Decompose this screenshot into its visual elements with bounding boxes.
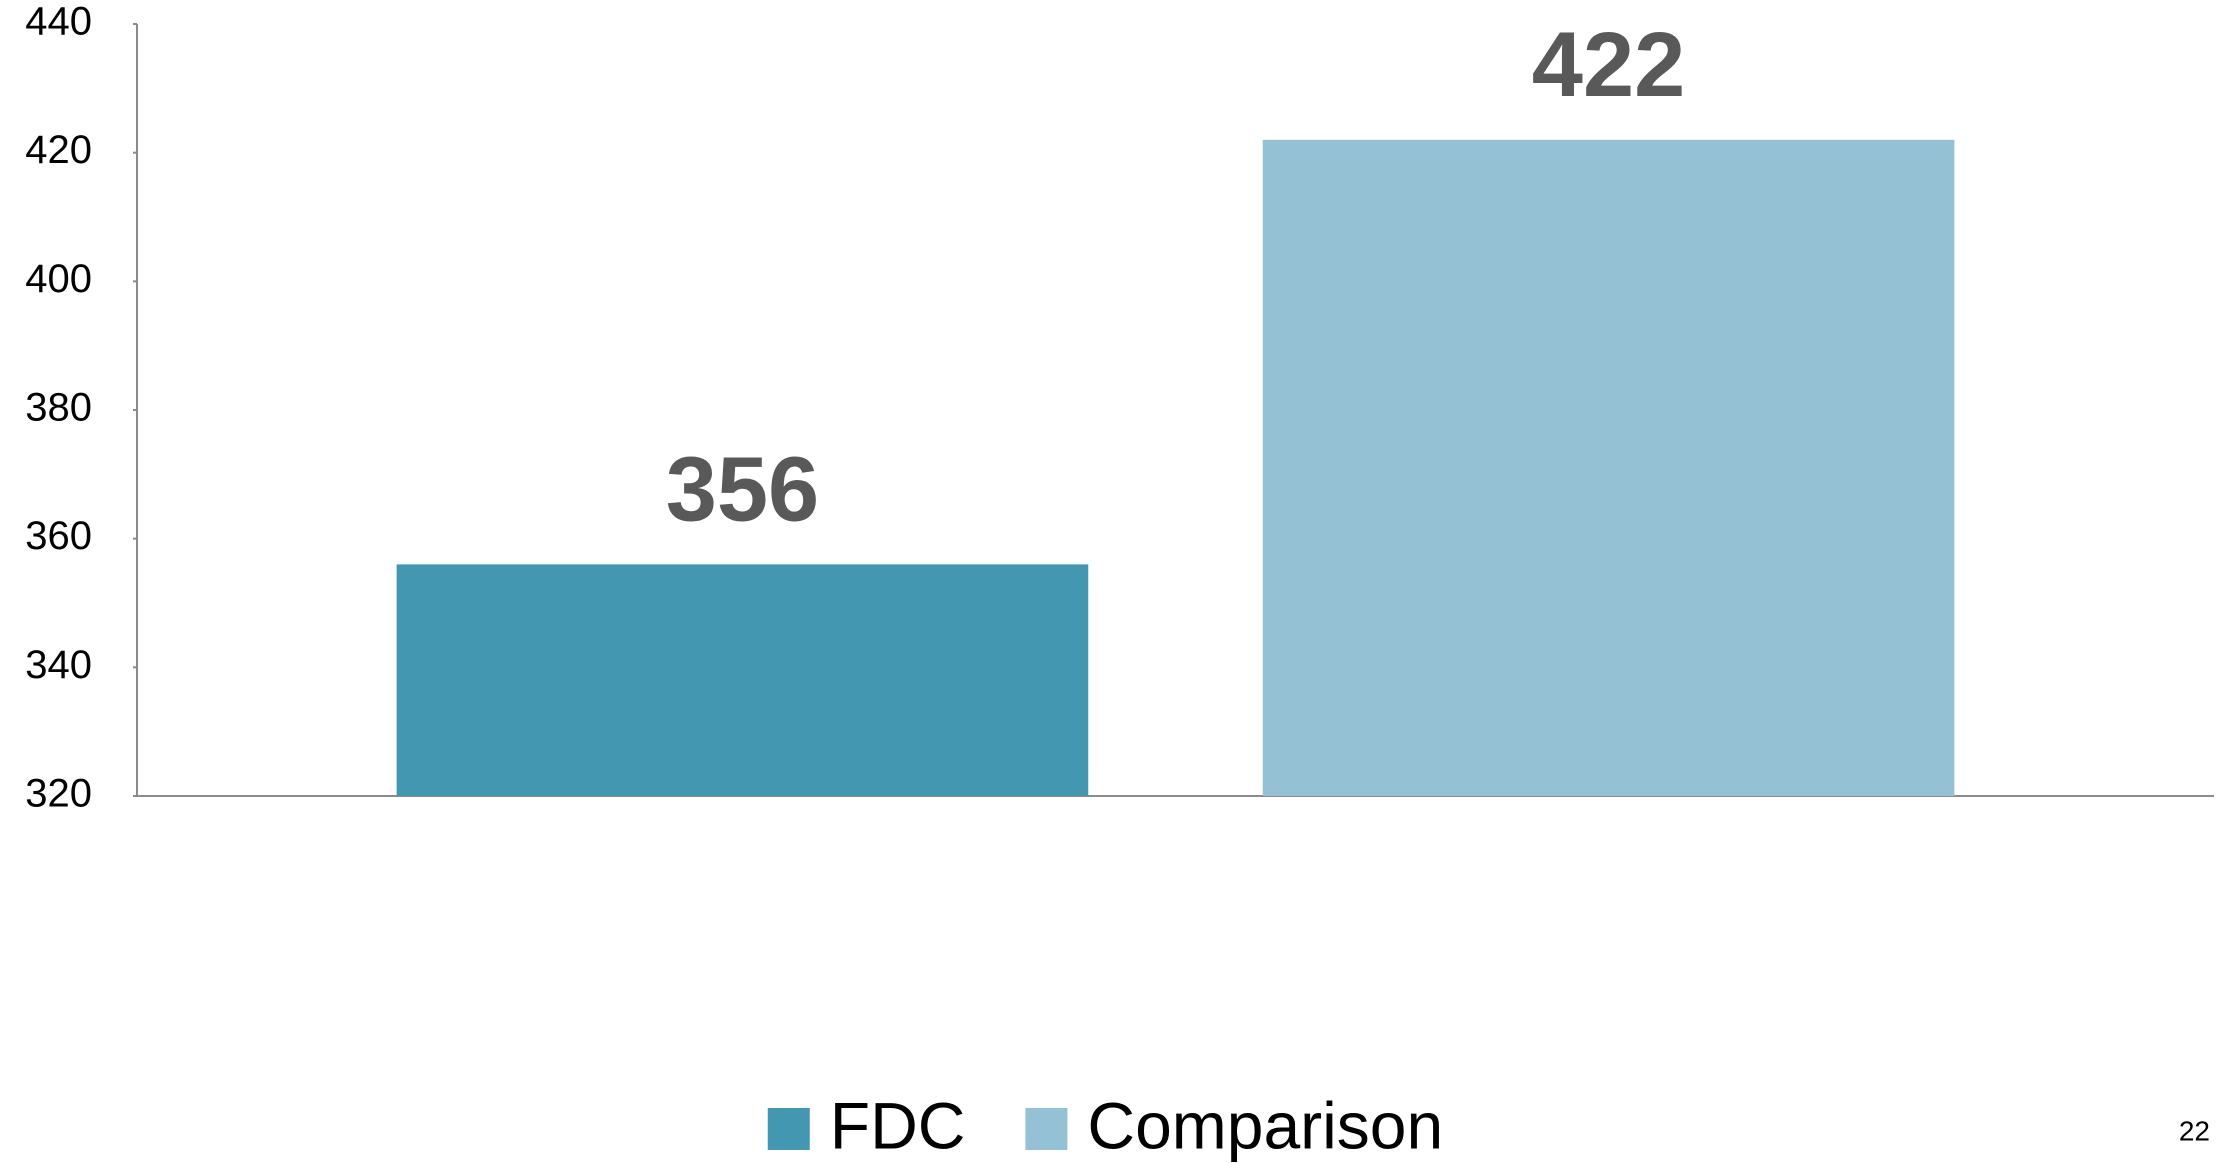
legend-label: FDC (830, 1088, 966, 1162)
data-label: 356 (666, 439, 820, 541)
y-tick-label: 340 (25, 643, 92, 687)
slide-number: 22 (2179, 1115, 2210, 1146)
y-tick-label: 400 (25, 257, 92, 301)
data-label: 422 (1532, 14, 1686, 116)
y-tick-label: 420 (25, 128, 92, 172)
bar (396, 564, 1089, 796)
legend-swatch (1025, 1108, 1068, 1150)
y-tick-label: 360 (25, 514, 92, 558)
bar (1262, 139, 1955, 797)
y-tick-label: 320 (25, 772, 92, 816)
y-tick-label: 440 (25, 0, 92, 44)
legend-label: Comparison (1087, 1088, 1443, 1162)
legend-swatch (767, 1108, 810, 1150)
y-tick-label: 380 (25, 386, 92, 430)
